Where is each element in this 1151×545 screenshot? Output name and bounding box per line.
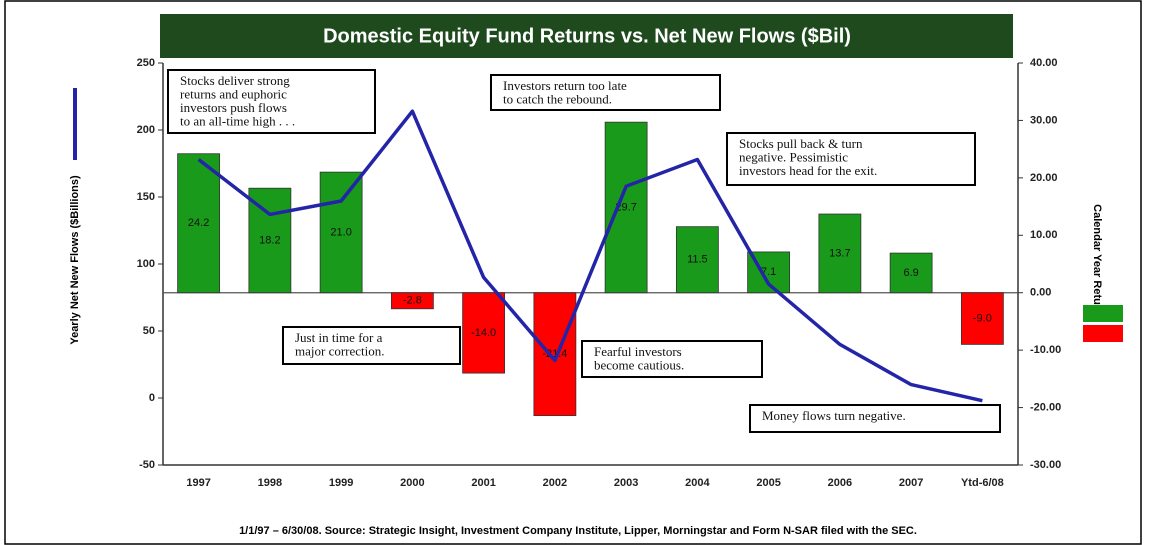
annotation: Money flows turn negative.	[762, 408, 906, 423]
annotation: Fearful investors	[594, 344, 682, 359]
bar	[818, 213, 862, 294]
annotation: Stocks pull back & turn	[739, 136, 863, 151]
x-tick-label: 2001	[471, 477, 495, 489]
bar	[462, 292, 506, 374]
x-tick-label: Ytd-6/08	[961, 477, 1004, 489]
value-label: 18.2	[259, 234, 280, 246]
y2-tick-label: 10.00	[1030, 229, 1058, 241]
footer: 1/1/97 – 6/30/08. Source: Strategic Insi…	[239, 525, 917, 537]
bar	[177, 153, 221, 294]
bar	[319, 171, 363, 294]
y2-tick-label: 20.00	[1030, 172, 1058, 184]
y-tick-label: 150	[137, 191, 155, 203]
annotation: Stocks deliver strong	[180, 73, 290, 88]
y2-tick-label: 40.00	[1030, 57, 1058, 69]
annotation: major correction.	[295, 344, 385, 359]
legend-swatch	[1083, 305, 1123, 322]
annotation: investors push flows	[180, 100, 287, 115]
y2-axis-label: Calendar Year Return	[1091, 204, 1103, 316]
annotation: to an all-time high . . .	[180, 114, 295, 129]
y-tick-label: 0	[149, 392, 155, 404]
annotation-box	[490, 74, 721, 111]
chart-title: Domestic Equity Fund Returns vs. Net New…	[323, 25, 851, 47]
bar	[889, 252, 933, 294]
value-label: -9.0	[973, 312, 992, 324]
annotation: returns and euphoric	[180, 87, 287, 102]
value-label: 29.7	[615, 201, 636, 213]
legend-swatch	[1083, 325, 1123, 342]
y-axis-label: Yearly Net New Flows ($Billions)	[69, 175, 81, 345]
x-tick-label: 1998	[258, 477, 282, 489]
value-label: -14.0	[471, 327, 496, 339]
bar	[604, 121, 648, 294]
bar	[533, 292, 577, 417]
y-tick-label: -50	[139, 459, 155, 471]
y-tick-label: 200	[137, 124, 155, 136]
x-tick-label: 2005	[756, 477, 780, 489]
value-label: 24.2	[188, 217, 209, 229]
annotation-box	[282, 326, 461, 365]
annotation-box	[749, 404, 1001, 433]
annotation: become cautious.	[594, 358, 684, 373]
annotation: investors head for the exit.	[739, 163, 877, 178]
bar	[960, 292, 1004, 345]
annotation-box	[581, 340, 763, 378]
title-banner	[160, 14, 1013, 58]
annotation: to catch the rebound.	[503, 92, 612, 107]
legend-swatch	[73, 88, 77, 160]
annotation-box	[726, 132, 976, 186]
value-label: 6.9	[903, 267, 918, 279]
x-tick-label: 2006	[828, 477, 852, 489]
annotation: Just in time for a	[295, 330, 383, 345]
y2-tick-label: -10.00	[1030, 344, 1061, 356]
x-tick-label: 2004	[685, 477, 710, 489]
value-label: 21.0	[330, 226, 351, 238]
y2-tick-label: 30.00	[1030, 114, 1058, 126]
y2-tick-label: -30.00	[1030, 459, 1061, 471]
x-tick-label: 2003	[614, 477, 638, 489]
frame	[4, 0, 1142, 545]
line	[197, 109, 983, 403]
y-tick-label: 250	[137, 57, 155, 69]
bar	[390, 292, 434, 310]
bar	[675, 226, 719, 294]
value-label: 13.7	[829, 247, 850, 259]
y-tick-label: 50	[143, 325, 155, 337]
value-label: 11.5	[687, 254, 708, 266]
value-label: -2.8	[403, 295, 422, 307]
x-tick-label: 2007	[899, 477, 923, 489]
annotation: Investors return too late	[503, 78, 627, 93]
x-tick-label: 1997	[186, 477, 210, 489]
annotation: negative. Pessimistic	[739, 150, 848, 165]
y-tick-label: 100	[137, 258, 155, 270]
x-tick-label: 2002	[543, 477, 567, 489]
x-tick-label: 2000	[400, 477, 424, 489]
annotation-box	[167, 69, 376, 134]
y2-tick-label: -20.00	[1030, 401, 1061, 413]
x-tick-label: 1999	[329, 477, 353, 489]
y2-tick-label: 0.00	[1030, 287, 1051, 299]
